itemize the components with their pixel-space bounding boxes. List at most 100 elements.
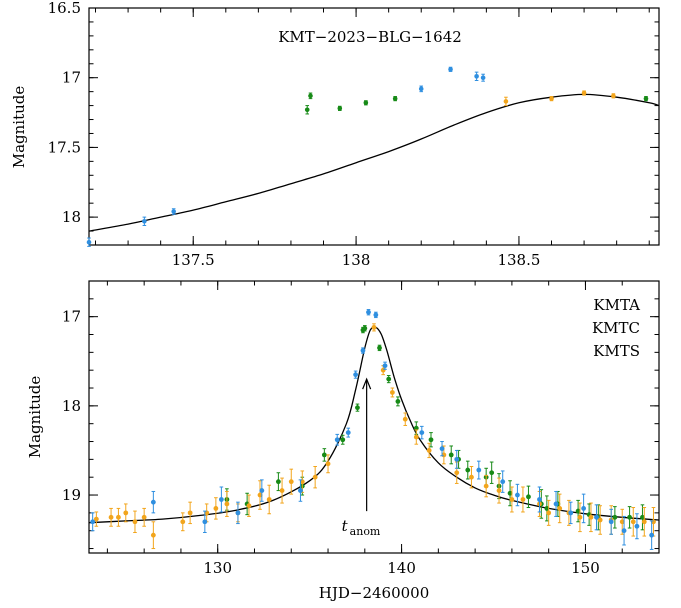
bottom-marker-kmtc: [213, 506, 219, 511]
legend-kmtc: KMTC: [592, 319, 640, 337]
bottom-marker-kmtc: [108, 514, 114, 520]
bottom-marker-kmtc: [483, 483, 489, 489]
bottom-marker-kmtc: [325, 461, 331, 467]
top-marker-kmta: [337, 106, 343, 111]
bottom-marker-kmtc: [630, 519, 636, 525]
bottom-point-kmts: [608, 508, 614, 535]
bottom-point-kmtc: [224, 490, 230, 517]
bottom-marker-kmtc: [288, 479, 294, 485]
bottom-marker-kmts: [334, 437, 340, 443]
bottom-point-kmtc: [187, 501, 193, 525]
bottom-marker-kmta: [507, 490, 513, 496]
top-point-kmta: [308, 92, 313, 100]
bottom-marker-kmts: [218, 497, 224, 502]
bottom-marker-kmtc: [577, 514, 583, 520]
bottom-point-kmtc: [641, 507, 647, 537]
bottom-point-kmts: [259, 479, 265, 502]
bottom-point-kmta: [386, 375, 392, 384]
bottom-marker-kmts: [90, 519, 96, 525]
bottom-point-kmts: [515, 483, 520, 507]
bottom-x-tick-label: 140: [387, 559, 416, 577]
bottom-marker-kmtc: [496, 488, 502, 493]
bottom-point-kmts: [382, 361, 388, 370]
bottom-marker-kmtc: [619, 519, 625, 525]
top-marker-kmts: [448, 67, 453, 72]
bottom-point-kmtc: [371, 323, 377, 332]
top-marker-kmtc: [549, 96, 554, 101]
bottom-point-kmtc: [116, 507, 121, 527]
bottom-point-kmts: [568, 501, 574, 525]
bottom-marker-kmtc: [413, 434, 419, 440]
bottom-point-kmtc: [299, 470, 305, 493]
top-marker-kmtc: [611, 93, 616, 99]
bottom-marker-kmts: [439, 446, 445, 452]
bottom-point-kmta: [507, 480, 513, 507]
top-marker-kmta: [392, 96, 398, 101]
t-anom-annotation: t anom: [342, 377, 381, 538]
bottom-marker-kmts: [419, 430, 425, 436]
bottom-point-kmtc: [496, 477, 502, 504]
bottom-marker-kmtc: [389, 390, 395, 395]
top-point-kmta: [337, 105, 343, 111]
bottom-marker-kmts: [621, 528, 627, 534]
bottom-point-kmta: [489, 461, 495, 484]
legend: KMTA KMTC KMTS: [592, 296, 640, 360]
bottom-marker-kmta: [526, 494, 531, 500]
bottom-point-kmtc: [213, 497, 219, 520]
bottom-marker-kmtc: [187, 510, 193, 516]
bottom-point-kmts: [476, 460, 482, 480]
bottom-point-kmtc: [413, 429, 419, 445]
bottom-y-tick-label: 17: [62, 308, 81, 326]
bottom-marker-kmtc: [509, 497, 515, 502]
bottom-marker-kmtc: [246, 503, 252, 509]
bottom-marker-kmts: [500, 479, 506, 485]
bottom-point-kmts: [334, 433, 340, 446]
bottom-marker-kmts: [345, 430, 351, 436]
bottom-model-line: [88, 326, 660, 524]
bottom-y-tick-label: 19: [62, 486, 81, 504]
bottom-marker-kmts: [608, 519, 614, 525]
bottom-marker-kmts: [568, 510, 574, 516]
top-y-axis-label: Magnitude: [10, 86, 28, 169]
top-marker-kmtc: [503, 99, 509, 104]
bottom-point-kmts: [366, 309, 371, 316]
bottom-point-kmtc: [279, 477, 285, 504]
top-point-kmtc: [611, 93, 616, 99]
bottom-data-points: [90, 309, 656, 550]
bottom-point-kmts: [553, 490, 559, 517]
bottom-point-kmts: [500, 470, 506, 493]
bottom-point-kmtc: [257, 480, 263, 510]
top-marker-kmts: [142, 219, 147, 224]
bottom-marker-kmtc: [180, 519, 186, 525]
top-point-kmts: [480, 73, 486, 82]
bottom-marker-kmts: [581, 506, 587, 511]
bottom-point-kmta: [321, 448, 327, 462]
bottom-marker-kmta: [448, 452, 454, 458]
bottom-marker-kmts: [373, 312, 379, 318]
bottom-point-kmta: [465, 460, 471, 480]
bottom-marker-kmtc: [93, 516, 99, 522]
bottom-marker-kmta: [321, 452, 327, 458]
bottom-marker-kmta: [489, 470, 495, 476]
top-y-tick-label: 18: [62, 208, 81, 226]
bottom-marker-kmtc: [557, 506, 563, 511]
bottom-point-kmtc: [557, 493, 563, 524]
bottom-x-axis-label: HJD−2460000: [319, 584, 430, 602]
bottom-point-kmts: [581, 493, 587, 524]
t-anom-symbol: t: [342, 517, 349, 535]
bottom-point-kmtc: [469, 465, 474, 489]
bottom-marker-kmta: [544, 506, 550, 511]
bottom-point-kmtc: [588, 502, 594, 533]
bottom-point-kmta: [612, 506, 618, 529]
bottom-marker-kmta: [377, 345, 382, 351]
bottom-marker-kmtc: [402, 416, 408, 422]
bottom-marker-kmtc: [426, 448, 432, 453]
top-point-kmts: [86, 237, 92, 247]
bottom-x-tick-label: 130: [203, 559, 232, 577]
bottom-marker-kmts: [537, 497, 542, 502]
top-point-kmtc: [581, 90, 587, 96]
bottom-marker-kmtc: [597, 517, 603, 523]
bottom-marker-kmts: [298, 488, 303, 493]
top-point-kmtc: [503, 96, 509, 107]
bottom-marker-kmts: [553, 501, 559, 507]
